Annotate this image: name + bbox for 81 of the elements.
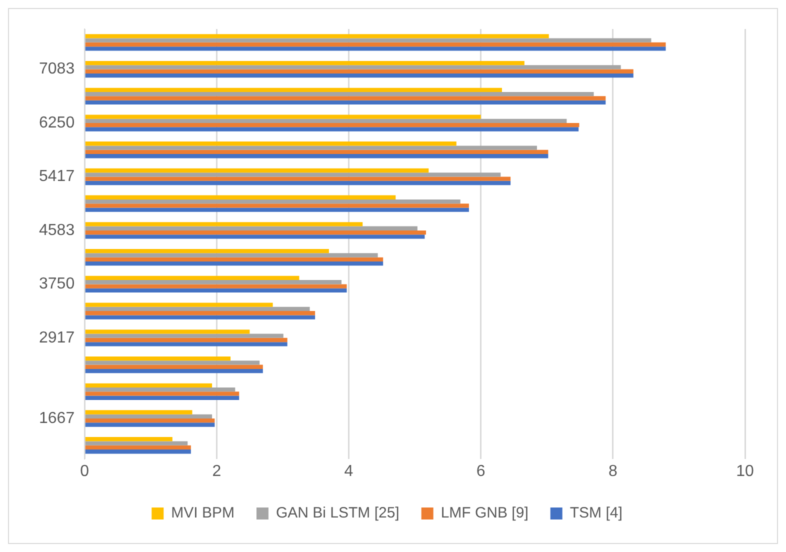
legend-label: MVI BPM <box>171 504 234 522</box>
y-tick-label: 1667 <box>39 410 75 427</box>
y-tick-label: 7083 <box>39 60 75 78</box>
bar <box>85 100 606 104</box>
bar <box>85 441 188 446</box>
bar <box>85 392 240 396</box>
bar <box>85 92 594 96</box>
bar <box>85 69 634 74</box>
bar <box>85 311 316 316</box>
bar <box>85 330 250 334</box>
bar <box>85 73 634 78</box>
bar <box>85 46 666 51</box>
bar <box>85 257 384 262</box>
bar <box>85 360 260 365</box>
bar <box>85 253 378 258</box>
bar <box>85 172 501 177</box>
bar <box>85 280 342 284</box>
bar <box>85 199 460 204</box>
bar <box>85 334 284 338</box>
bar <box>85 261 384 266</box>
bar <box>85 118 567 124</box>
bar <box>85 342 288 346</box>
bar <box>85 154 548 158</box>
bar <box>85 450 191 454</box>
bar <box>85 127 579 132</box>
bar <box>85 226 418 230</box>
bar <box>85 356 231 361</box>
bar <box>85 146 537 150</box>
bar <box>85 96 606 100</box>
bar <box>85 383 212 388</box>
y-tick-label: 3750 <box>39 276 75 293</box>
bar <box>85 410 192 414</box>
bar <box>85 364 263 369</box>
bar <box>85 88 502 92</box>
bar <box>85 387 236 392</box>
bar <box>85 422 215 427</box>
x-tick-label: 4 <box>344 462 354 480</box>
bar <box>85 180 511 186</box>
bar <box>85 42 666 47</box>
bar <box>85 249 329 254</box>
bar <box>85 414 212 419</box>
bar <box>85 315 316 320</box>
bar <box>85 114 481 119</box>
bar <box>85 288 347 293</box>
bar <box>85 123 580 128</box>
y-tick-label: 6250 <box>39 114 75 132</box>
x-tick-label: 10 <box>736 462 754 480</box>
legend-label: GAN Bi LSTM [25] <box>276 504 400 522</box>
x-tick-label: 2 <box>212 462 222 480</box>
bar <box>85 142 456 146</box>
bar <box>85 65 621 70</box>
bar <box>85 195 396 200</box>
bar <box>85 284 347 288</box>
x-tick-label: 6 <box>476 462 486 480</box>
bar <box>85 176 511 181</box>
bar <box>85 276 300 280</box>
legend-label: TSM [4] <box>570 504 622 522</box>
bar <box>85 302 273 307</box>
bar <box>85 34 549 38</box>
bar <box>85 208 469 212</box>
bar <box>85 338 288 342</box>
bar <box>85 230 426 235</box>
x-tick-label: 8 <box>608 462 618 480</box>
bar <box>85 396 240 400</box>
legend-label: LMF GNB [9] <box>440 504 528 522</box>
bar <box>85 418 215 423</box>
bar <box>85 204 469 208</box>
y-tick-label: 4583 <box>39 222 75 239</box>
bar <box>85 437 172 442</box>
bar <box>85 150 548 154</box>
x-tick-label: 0 <box>80 462 90 480</box>
y-tick-label: 2917 <box>39 329 75 346</box>
y-tick-label: 5417 <box>39 168 75 186</box>
bar <box>85 445 191 450</box>
bar <box>85 234 425 239</box>
bar <box>85 306 310 312</box>
bar <box>85 368 263 374</box>
bar <box>85 60 524 66</box>
bar <box>85 168 429 173</box>
bar <box>85 222 363 226</box>
bar <box>85 38 652 42</box>
